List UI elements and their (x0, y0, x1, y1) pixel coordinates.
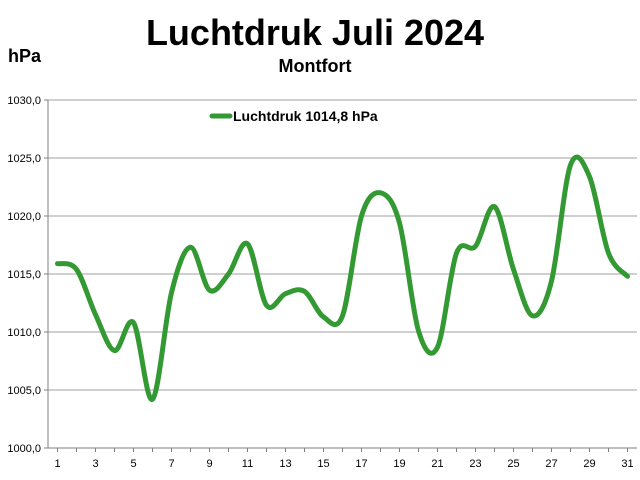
y-tick-label: 1015,0 (7, 269, 41, 281)
x-tick-label: 11 (242, 458, 253, 470)
x-tick-label: 3 (92, 458, 98, 470)
x-tick-label: 29 (583, 458, 595, 470)
axes (44, 99, 637, 452)
x-tick-label: 13 (279, 458, 291, 470)
x-tick-label: 5 (130, 458, 136, 470)
y-tick-label: 1000,0 (7, 443, 41, 455)
chart-subtitle: Montfort (278, 56, 352, 76)
y-tick-label: 1025,0 (7, 153, 41, 165)
legend-label: Luchtdruk 1014,8 hPa (233, 108, 378, 124)
x-tick-label: 7 (168, 458, 174, 470)
x-tick-label: 23 (469, 458, 481, 470)
y-tick-label: 1010,0 (7, 327, 41, 339)
x-tick-label: 15 (317, 458, 329, 470)
chart-title: Luchtdruk Juli 2024 (145, 12, 485, 53)
series-layer (55, 154, 630, 402)
x-tick-label: 19 (393, 458, 405, 470)
x-tick-label: 9 (206, 458, 212, 470)
x-tick-label: 1 (54, 458, 60, 470)
x-tick-label: 27 (545, 458, 557, 470)
y-tick-label: 1030,0 (7, 95, 41, 107)
legend: Luchtdruk 1014,8 hPa (209, 108, 378, 124)
y-tick-label: 1020,0 (7, 211, 41, 223)
y-tick-label: 1005,0 (7, 385, 41, 397)
y-tick-labels: 1000,0 1005,0 1010,0 1015,0 1020,0 1025,0 1030… (7, 95, 41, 455)
x-tick-labels: 1 3 5 7 9 11 13 15 17 19 21 23 25 27 29 31 (54, 458, 633, 470)
x-tick-label: 31 (621, 458, 633, 470)
series-line (55, 154, 630, 402)
x-tick-label: 25 (507, 458, 519, 470)
x-tick-label: 17 (355, 458, 367, 470)
x-tick-label: 21 (431, 458, 443, 470)
grid-lines (48, 99, 637, 449)
y-axis-label: hPa (8, 46, 42, 66)
